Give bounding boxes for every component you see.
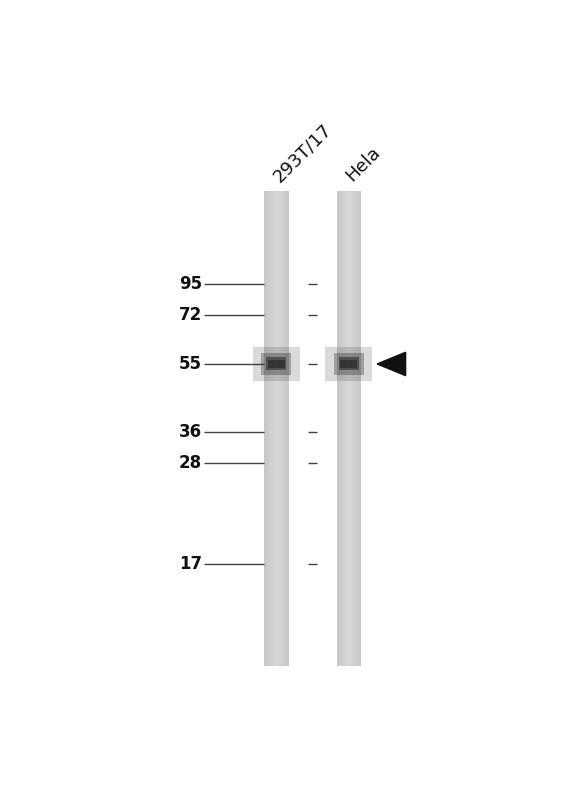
Bar [340, 360, 357, 368]
Bar [268, 360, 285, 368]
Bar [267, 358, 286, 370]
Bar [262, 353, 292, 374]
Text: 95: 95 [179, 275, 202, 293]
Bar [325, 346, 372, 382]
Bar [253, 346, 299, 382]
Polygon shape [377, 352, 406, 376]
Bar [334, 353, 364, 374]
Text: 36: 36 [179, 422, 202, 441]
Text: 28: 28 [179, 454, 202, 471]
Text: Hela: Hela [342, 144, 384, 186]
Bar [338, 358, 359, 370]
Text: 293T/17: 293T/17 [270, 120, 336, 186]
Text: 72: 72 [179, 306, 202, 324]
Text: 17: 17 [179, 555, 202, 573]
Text: 55: 55 [179, 355, 202, 373]
